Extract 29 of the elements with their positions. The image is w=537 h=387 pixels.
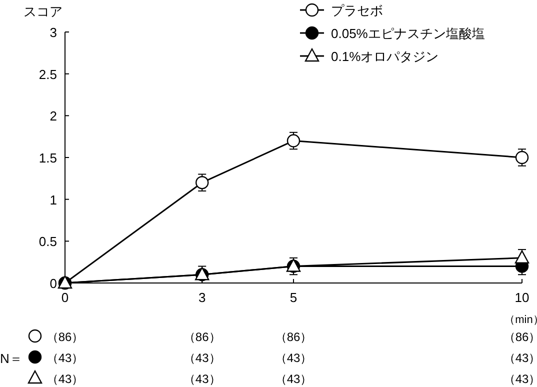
y-tick-label: 3 [50, 25, 57, 40]
x-tick-label: 3 [198, 290, 206, 305]
legend-label: 0.05%エピナスチン塩酸塩 [331, 26, 485, 41]
text: （86） [274, 330, 312, 344]
text: （86） [46, 330, 84, 344]
text: （43） [274, 372, 312, 386]
legend-label: 0.1%オロパタジン [331, 49, 439, 64]
text: （43） [183, 372, 221, 386]
legend-label: プラセボ [331, 3, 383, 18]
y-tick-label: 1.5 [38, 150, 57, 166]
y-tick-label: 2 [50, 108, 57, 124]
x-axis-title: （min） [504, 314, 537, 326]
text: （43） [46, 372, 84, 386]
x-tick-label: 10 [514, 290, 530, 305]
text: （43） [503, 351, 537, 365]
x-tick-label: 5 [290, 290, 298, 305]
y-tick-label: 0.5 [38, 234, 57, 250]
y-tick-label: 2.5 [38, 66, 57, 82]
y-tick-label: 1 [50, 192, 57, 208]
x-tick-label: 0 [61, 290, 69, 305]
y-tick-label: 0 [50, 276, 57, 291]
text: N＝ [0, 351, 22, 366]
text: （43） [274, 351, 312, 365]
text: （43） [46, 351, 84, 365]
text: （86） [183, 330, 221, 344]
y-axis-title: スコア [24, 4, 62, 19]
text: （43） [503, 372, 537, 386]
text: （86） [503, 330, 537, 344]
text: （43） [183, 351, 221, 365]
